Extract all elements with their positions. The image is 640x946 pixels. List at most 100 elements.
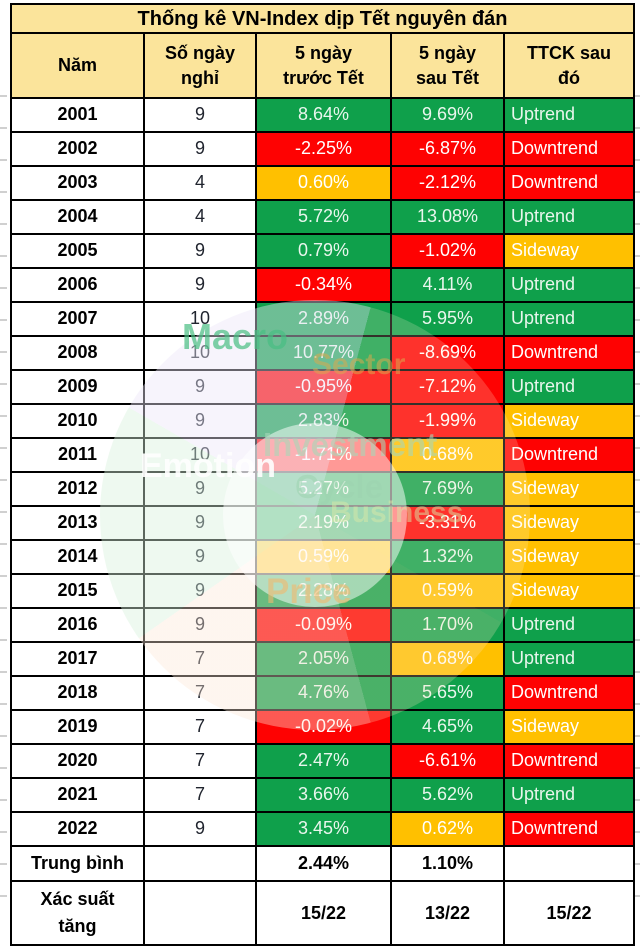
column-header-before: 5 ngày trước Tết	[255, 32, 392, 99]
year-cell: 2012	[10, 471, 145, 507]
pct-before-cell: 0.59%	[255, 539, 392, 575]
year-cell: 2013	[10, 505, 145, 541]
pct-after-cell: 0.68%	[390, 437, 505, 473]
year-cell: 2014	[10, 539, 145, 575]
table-row: 2019 7 -0.02% 4.65% Sideway	[10, 709, 636, 745]
average-days-empty	[143, 845, 257, 882]
year-cell: 2015	[10, 573, 145, 609]
days-cell: 9	[143, 97, 257, 133]
pct-after-cell: -6.61%	[390, 743, 505, 779]
pct-before-cell: 2.05%	[255, 641, 392, 677]
days-cell: 9	[143, 811, 257, 847]
days-cell: 9	[143, 573, 257, 609]
table-row: 2006 9 -0.34% 4.11% Uptrend	[10, 267, 636, 303]
days-cell: 10	[143, 301, 257, 337]
pct-before-cell: -0.95%	[255, 369, 392, 405]
table-row: 2013 9 2.19% -3.31% Sideway	[10, 505, 636, 541]
trend-cell: Downtrend	[502, 131, 636, 167]
trend-cell: Uptrend	[502, 267, 636, 303]
days-cell: 7	[143, 709, 257, 745]
pct-after-cell: 5.95%	[390, 301, 505, 337]
year-cell: 2019	[10, 709, 145, 745]
trend-cell: Uptrend	[502, 199, 636, 235]
table-row: 2015 9 2.28% 0.59% Sideway	[10, 573, 636, 609]
trend-cell: Uptrend	[502, 641, 636, 677]
pct-before-cell: 2.19%	[255, 505, 392, 541]
days-cell: 9	[143, 403, 257, 439]
average-label: Trung bình	[10, 845, 145, 882]
year-cell: 2008	[10, 335, 145, 371]
average-before-value: 2.44%	[255, 845, 392, 882]
trend-cell: Downtrend	[502, 165, 636, 201]
days-cell: 7	[143, 641, 257, 677]
pct-before-cell: 5.27%	[255, 471, 392, 507]
trend-cell: Sideway	[502, 403, 636, 439]
table-title-row: Thống kê VN-Index dịp Tết nguyên đán	[9, 3, 636, 34]
pct-after-cell: 0.68%	[390, 641, 505, 677]
pct-after-cell: 13.08%	[390, 199, 505, 235]
trend-cell: Uptrend	[502, 607, 636, 643]
year-cell: 2010	[10, 403, 145, 439]
table-row: 2011 10 -1.71% 0.68% Downtrend	[10, 437, 636, 473]
pct-after-cell: 1.70%	[390, 607, 505, 643]
pct-after-cell: -7.12%	[390, 369, 505, 405]
pct-after-cell: 1.32%	[390, 539, 505, 575]
pct-after-cell: -3.31%	[390, 505, 505, 541]
average-row: Trung bình 2.44% 1.10%	[10, 845, 636, 882]
table-row: 2012 9 5.27% 7.69% Sideway	[10, 471, 636, 507]
year-cell: 2006	[10, 267, 145, 303]
vnindex-tet-table: Thống kê VN-Index dịp Tết nguyên đán Năm…	[9, 3, 636, 946]
probability-after-value: 13/22	[390, 880, 505, 946]
year-cell: 2003	[10, 165, 145, 201]
table-row: 2017 7 2.05% 0.68% Uptrend	[10, 641, 636, 677]
pct-before-cell: 2.47%	[255, 743, 392, 779]
days-cell: 9	[143, 539, 257, 575]
trend-cell: Uptrend	[502, 777, 636, 813]
year-cell: 2009	[10, 369, 145, 405]
table-row: 2008 10 10.77% -8.69% Downtrend	[10, 335, 636, 371]
trend-cell: Downtrend	[502, 675, 636, 711]
table-row: 2022 9 3.45% 0.62% Downtrend	[10, 811, 636, 847]
pct-after-cell: 4.11%	[390, 267, 505, 303]
table-row: 2014 9 0.59% 1.32% Sideway	[10, 539, 636, 575]
pct-before-cell: 2.28%	[255, 573, 392, 609]
pct-before-cell: 5.72%	[255, 199, 392, 235]
table-row: 2001 9 8.64% 9.69% Uptrend	[10, 97, 636, 133]
pct-after-cell: 0.62%	[390, 811, 505, 847]
pct-after-cell: 5.62%	[390, 777, 505, 813]
average-after-value: 1.10%	[390, 845, 505, 882]
year-cell: 2021	[10, 777, 145, 813]
pct-before-cell: 2.89%	[255, 301, 392, 337]
days-cell: 9	[143, 471, 257, 507]
probability-trend-value: 15/22	[502, 880, 636, 946]
gridline-ticks-left	[0, 95, 7, 903]
probability-row: Xác suất tăng 15/22 13/22 15/22	[10, 880, 636, 946]
table-row: 2020 7 2.47% -6.61% Downtrend	[10, 743, 636, 779]
trend-cell: Sideway	[502, 573, 636, 609]
trend-cell: Downtrend	[502, 335, 636, 371]
pct-before-cell: -0.34%	[255, 267, 392, 303]
page-title: Thống kê VN-Index dịp Tết nguyên đán	[9, 3, 636, 34]
trend-cell: Downtrend	[502, 437, 636, 473]
pct-before-cell: 0.79%	[255, 233, 392, 269]
pct-before-cell: 4.76%	[255, 675, 392, 711]
pct-after-cell: -8.69%	[390, 335, 505, 371]
pct-before-cell: -2.25%	[255, 131, 392, 167]
table-row: 2016 9 -0.09% 1.70% Uptrend	[10, 607, 636, 643]
pct-before-cell: 8.64%	[255, 97, 392, 133]
trend-cell: Sideway	[502, 233, 636, 269]
pct-after-cell: -1.99%	[390, 403, 505, 439]
pct-before-cell: 0.60%	[255, 165, 392, 201]
pct-before-cell: 3.66%	[255, 777, 392, 813]
days-cell: 9	[143, 267, 257, 303]
pct-before-cell: -0.02%	[255, 709, 392, 745]
table-row: 2007 10 2.89% 5.95% Uptrend	[10, 301, 636, 337]
table-header-row: Năm Số ngày nghỉ 5 ngày trước Tết 5 ngày…	[10, 32, 636, 99]
pct-after-cell: 0.59%	[390, 573, 505, 609]
probability-days-empty	[143, 880, 257, 946]
column-header-year: Năm	[10, 32, 145, 99]
days-cell: 7	[143, 743, 257, 779]
trend-cell: Sideway	[502, 505, 636, 541]
table-row: 2004 4 5.72% 13.08% Uptrend	[10, 199, 636, 235]
trend-cell: Sideway	[502, 539, 636, 575]
